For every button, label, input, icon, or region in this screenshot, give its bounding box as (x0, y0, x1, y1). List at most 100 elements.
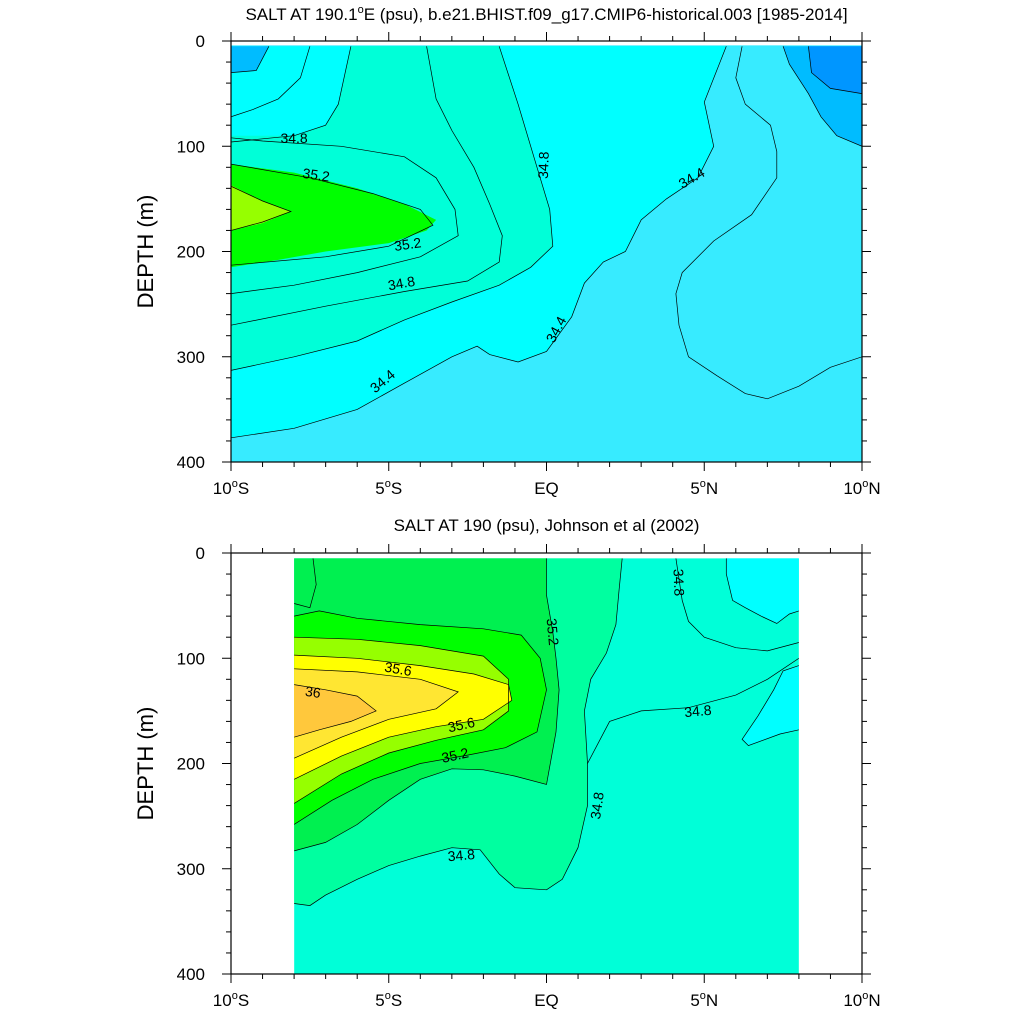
contour-label: 35.6 (383, 659, 413, 680)
y-tick-label: 100 (177, 649, 205, 668)
contour-line-35-2 (294, 610, 547, 825)
y-tick-label: 200 (177, 243, 205, 262)
x-tick-label-hemisphere: S (238, 479, 249, 498)
x-tick-label-num: 10 (213, 991, 232, 1010)
x-tick-label-num: 10 (843, 991, 862, 1010)
x-tick-label-degree: o (862, 478, 868, 490)
y-tick-label: 200 (177, 755, 205, 774)
y-tick-label: 0 (196, 544, 205, 563)
contour-fill-region (742, 665, 799, 746)
contour-line-33-8 (808, 46, 862, 94)
contour-fill-region (231, 185, 291, 231)
contour-line-34-6 (741, 665, 799, 747)
contour-fill-region (294, 684, 377, 738)
contour-label: 35.2 (440, 744, 470, 765)
contour-label-text: 34.8 (387, 273, 417, 294)
contour-label: 34.8 (671, 569, 688, 597)
chart-title: SALT AT 190 (psu), Johnson et al (2002) (394, 516, 700, 535)
contour-line-34-8 (231, 46, 503, 326)
x-tick-label-hemisphere: N (706, 991, 718, 1010)
y-tick-label: 300 (177, 860, 205, 879)
contour-line-35 (294, 558, 560, 852)
x-tick-label: EQ (534, 991, 559, 1010)
contour-line-35-2 (231, 163, 434, 266)
x-tick-label-num: EQ (534, 991, 559, 1010)
x-tick-label-degree: o (700, 478, 706, 490)
x-tick-label-degree: o (862, 990, 868, 1002)
contour-label-text: 35.2 (393, 234, 422, 254)
x-tick-label-hemisphere: S (238, 991, 249, 1010)
contour-label: 36 (304, 683, 322, 701)
contour-line-35 (231, 137, 459, 294)
contour-label: 34.8 (280, 130, 307, 146)
x-tick-label-num: 5 (375, 479, 384, 498)
y-tick-label: 400 (177, 965, 205, 984)
contour-line-34-4 (231, 46, 352, 143)
chart-title-part: E (psu), b.e21.BHIST.f09_g17.CMIP6-histo… (364, 5, 848, 24)
contour-fill-band (231, 46, 351, 142)
contour-fill-band (231, 46, 269, 73)
x-tick-label-hemisphere: N (868, 991, 880, 1010)
x-tick-label-degree: o (232, 478, 238, 490)
x-tick-label: 10oS (213, 990, 249, 1010)
contour-label-text: 35.6 (383, 659, 413, 680)
x-tick-label: 10oN (843, 478, 880, 498)
contour-fill-band (499, 46, 727, 363)
contour-label-text: 35.2 (440, 744, 470, 765)
x-tick-label-num: 5 (690, 479, 699, 498)
x-tick-label-num: EQ (534, 479, 559, 498)
contour-line-35-4 (231, 185, 292, 231)
contour-label-text: 36 (304, 683, 322, 701)
x-tick-label: 5oN (690, 478, 718, 498)
contour-line-34 (782, 46, 862, 147)
contour-label-text: 34.8 (587, 791, 607, 820)
contour-line-34-6 (675, 558, 799, 652)
y-tick-label: 400 (177, 453, 205, 472)
contour-label-text: 34.8 (447, 846, 476, 864)
contour-label: 34.8 (387, 273, 417, 294)
contour-label: 34.8 (684, 702, 713, 720)
contour-label: 34.8 (587, 791, 607, 820)
contour-line-35-8 (294, 668, 459, 759)
contour-line-36 (294, 684, 377, 738)
contour-label-text: 35.2 (302, 165, 331, 185)
contour-label: 35.2 (302, 165, 331, 185)
y-tick-label: 100 (177, 137, 205, 156)
contour-line-34-6 (587, 658, 799, 764)
x-tick-label-degree: o (385, 478, 391, 490)
contour-line-34-6 (231, 46, 554, 371)
x-tick-label: 10oS (213, 478, 249, 498)
contour-label: 34.8 (535, 151, 552, 179)
contour-fill-band (808, 46, 862, 94)
x-tick-label-degree: o (232, 990, 238, 1002)
contour-line-35-6 (294, 654, 513, 780)
x-tick-label: 10oN (843, 990, 880, 1010)
chart-title-part: SALT AT 190.1 (245, 5, 357, 24)
contour-label-text: 34.8 (535, 151, 552, 179)
chart-title: SALT AT 190.1oE (psu), b.e21.BHIST.f09_g… (245, 4, 847, 24)
contour-line-34 (231, 46, 270, 73)
x-tick-label-num: 10 (213, 479, 232, 498)
y-axis-title: DEPTH (m) (133, 707, 158, 821)
contour-label: 35.2 (544, 618, 562, 647)
plot-area: 34.8 35.2 35.6 36 35.6 35.2 34.8 34.8 34.8 (294, 558, 799, 974)
x-tick-label-num: 10 (843, 479, 862, 498)
x-tick-label-degree: o (700, 990, 706, 1002)
contour-fill-region (294, 668, 459, 759)
x-tick-label-hemisphere: N (706, 479, 718, 498)
contour-line-34-4 (231, 46, 727, 439)
contour-line-34-8 (294, 558, 623, 906)
contour-fill-band (231, 46, 862, 462)
contour-label-text: 34.8 (684, 702, 713, 720)
x-tick-label-degree: o (385, 990, 391, 1002)
x-tick-label: 5oS (375, 478, 402, 498)
x-tick-label: 5oS (375, 990, 402, 1010)
contour-label: 34.8 (447, 846, 476, 864)
contour-label: 35.6 (446, 714, 476, 735)
plot-area: 34.835.235.234.834.8 34.434.434.4 (231, 45, 862, 463)
contour-line-35-4 (294, 636, 509, 804)
contour-fill-region (231, 164, 437, 268)
x-tick-label-hemisphere: N (868, 479, 880, 498)
